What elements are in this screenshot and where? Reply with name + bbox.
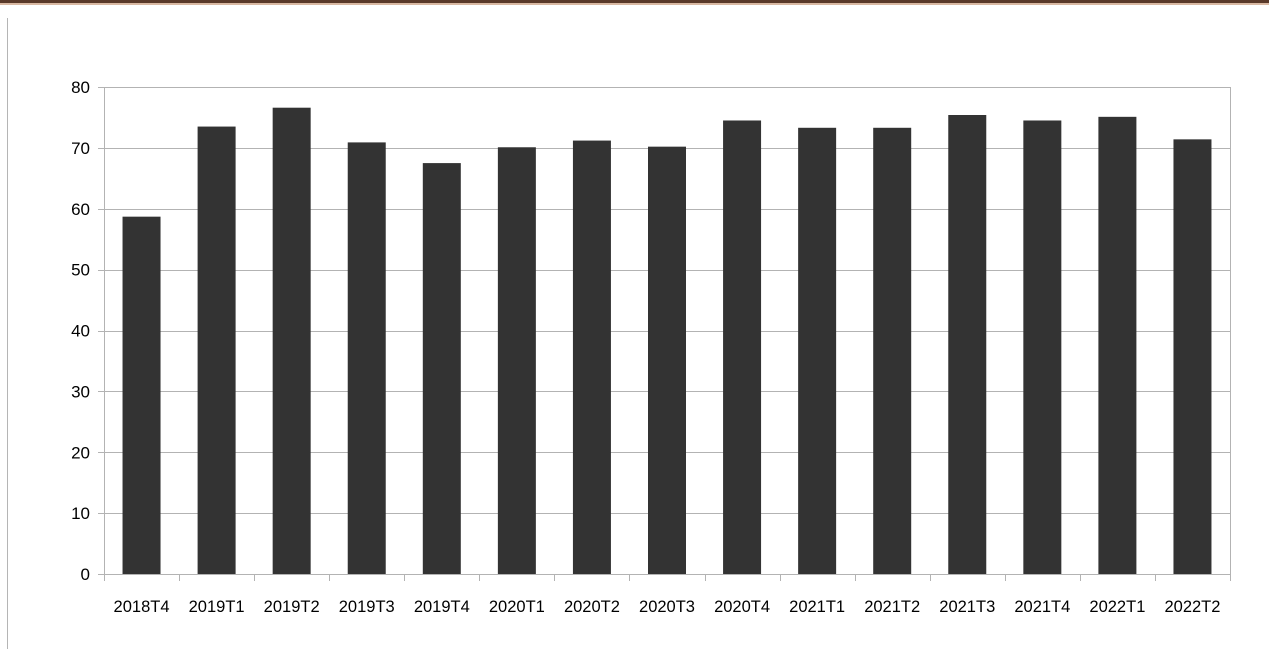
x-tick-label: 2020T2 bbox=[564, 598, 620, 616]
bar bbox=[272, 107, 311, 574]
bar bbox=[197, 126, 236, 574]
y-tick-label: 30 bbox=[71, 382, 90, 401]
bars bbox=[122, 107, 1212, 575]
y-tick-label: 80 bbox=[71, 78, 90, 97]
axes bbox=[98, 87, 1231, 581]
x-tick-label: 2020T1 bbox=[489, 598, 545, 616]
bar bbox=[572, 140, 611, 574]
x-tick-label: 2019T2 bbox=[264, 598, 320, 616]
x-tick-label: 2022T2 bbox=[1164, 598, 1220, 616]
bar bbox=[1023, 120, 1062, 574]
x-tick-label: 2020T4 bbox=[714, 598, 770, 616]
y-tick-label: 50 bbox=[71, 261, 90, 280]
x-tick-label: 2020T3 bbox=[639, 598, 695, 616]
header-rule-light bbox=[0, 3, 1269, 5]
x-tick-label: 2019T3 bbox=[339, 598, 395, 616]
y-tick-label: 60 bbox=[71, 200, 90, 219]
bar bbox=[948, 115, 987, 574]
x-tick-label: 2021T2 bbox=[864, 598, 920, 616]
bar bbox=[422, 163, 461, 574]
bar bbox=[1173, 139, 1212, 575]
y-tick-label: 70 bbox=[71, 139, 90, 158]
bar bbox=[648, 146, 686, 574]
bar bbox=[122, 216, 161, 574]
x-tick-label: 2019T4 bbox=[414, 598, 470, 616]
bar bbox=[723, 120, 762, 574]
bar bbox=[497, 147, 536, 575]
y-tick-label: 0 bbox=[81, 565, 90, 584]
bar bbox=[347, 142, 386, 575]
header-rule-dark bbox=[0, 0, 1269, 3]
y-tick-label: 40 bbox=[71, 322, 90, 341]
y-tick-labels: 0 10 20 30 40 50 60 70 80 bbox=[71, 78, 90, 584]
x-tick-label: 2018T4 bbox=[114, 598, 170, 616]
x-tick-label: 2021T1 bbox=[789, 598, 845, 616]
header-rule bbox=[0, 0, 1269, 8]
x-tick-label: 2019T1 bbox=[189, 598, 245, 616]
bar bbox=[798, 127, 837, 574]
bar bbox=[873, 127, 912, 574]
x-tick-label: 2021T3 bbox=[939, 598, 995, 616]
bar bbox=[1098, 116, 1137, 575]
x-tick-label: 2022T1 bbox=[1089, 598, 1145, 616]
y-tick-label: 20 bbox=[71, 443, 90, 462]
frame-left-edge bbox=[7, 18, 8, 649]
x-tick-labels: 2018T4 2019T1 2019T2 2019T3 2019T4 2020T1 2020… bbox=[114, 598, 1221, 616]
x-tick-label: 2021T4 bbox=[1014, 598, 1070, 616]
y-tick-label: 10 bbox=[71, 504, 90, 523]
